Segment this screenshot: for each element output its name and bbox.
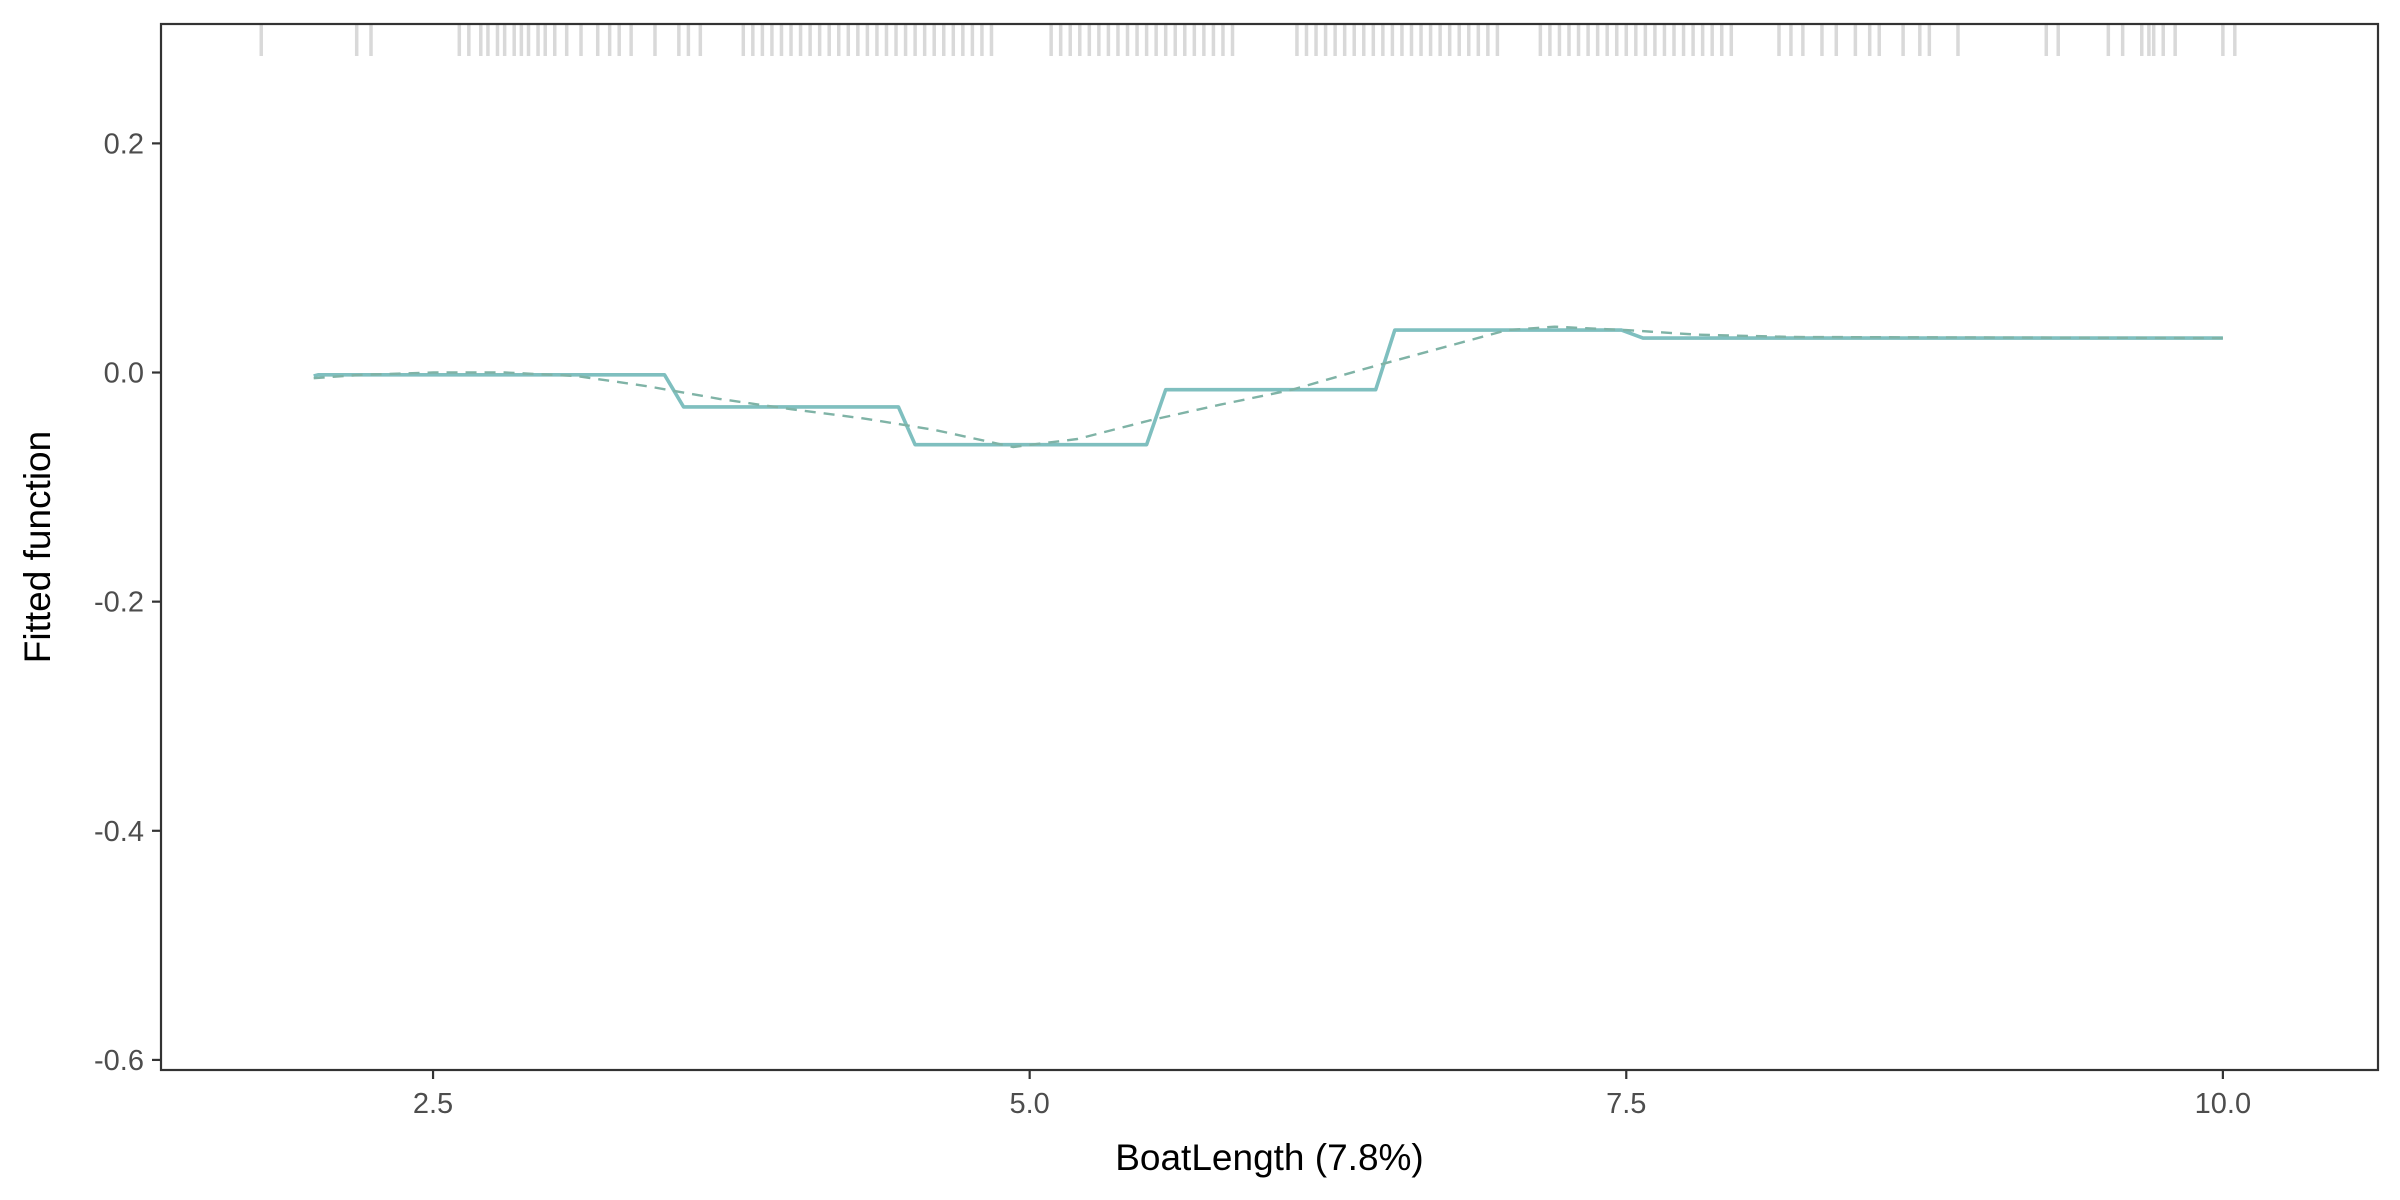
y-axis: 0.2 0.0 -0.2 -0.4 -0.6 bbox=[94, 128, 161, 1077]
x-tick-label: 7.5 bbox=[1606, 1088, 1646, 1120]
y-axis-title: Fitted function bbox=[17, 431, 58, 663]
y-tick-label: 0.0 bbox=[104, 358, 144, 390]
y-tick-label: 0.2 bbox=[104, 128, 144, 160]
y-tick-label: -0.4 bbox=[94, 816, 144, 848]
y-tick-label: -0.2 bbox=[94, 587, 144, 619]
x-tick-label: 10.0 bbox=[2195, 1088, 2251, 1120]
x-tick-label: 5.0 bbox=[1009, 1088, 1049, 1120]
y-tick-label: -0.6 bbox=[94, 1045, 144, 1077]
rug-marks bbox=[259, 24, 2237, 56]
panel-border bbox=[159, 22, 2380, 1072]
x-tick-label: 2.5 bbox=[413, 1088, 453, 1120]
x-axis: 2.5 5.0 7.5 10.0 bbox=[413, 1070, 2251, 1120]
fitted-function-line bbox=[313, 328, 2223, 447]
smoothed-fit-line bbox=[313, 325, 2223, 449]
x-axis-title: BoatLength (7.8%) bbox=[1115, 1137, 1424, 1178]
fitted-lines bbox=[313, 325, 2223, 449]
